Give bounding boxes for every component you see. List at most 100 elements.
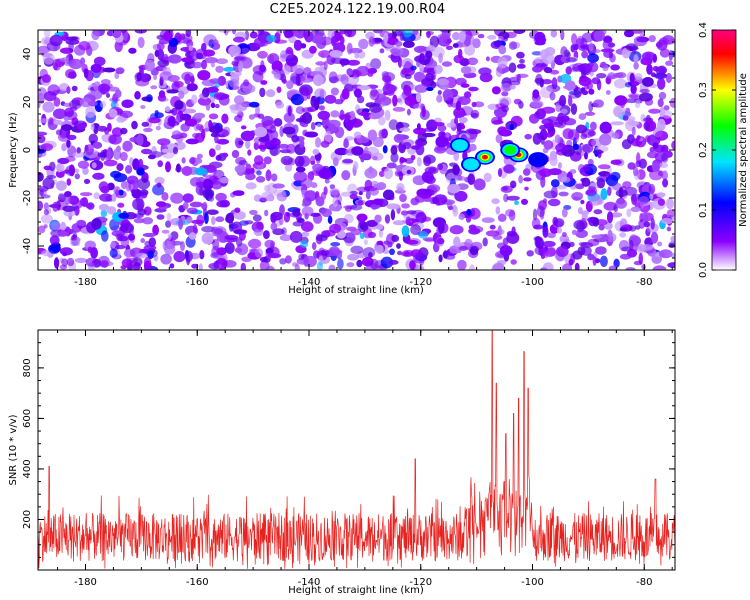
heatmap-cell	[634, 99, 641, 109]
heatmap-cell	[406, 210, 417, 215]
heatmap-cell	[136, 252, 148, 259]
heatmap-cell	[85, 144, 94, 156]
heatmap-cell	[621, 139, 632, 150]
heatmap-cell	[613, 78, 627, 89]
heatmap-cell	[324, 178, 330, 184]
heatmap-cell	[202, 188, 215, 199]
heatmap-cell	[605, 90, 611, 95]
heatmap-cell	[503, 164, 515, 174]
heatmap-cell	[384, 110, 391, 121]
heatmap-cell	[334, 126, 345, 138]
heatmap-cell	[121, 99, 134, 108]
heatmap-cell	[615, 198, 627, 209]
heatmap-cell	[44, 37, 50, 42]
heatmap-cell	[447, 205, 454, 211]
heatmap-cell	[568, 95, 573, 107]
heatmap-cell	[328, 76, 340, 84]
heatmap-cell	[560, 176, 571, 183]
heatmap-cell	[495, 66, 503, 78]
heatmap-cell	[65, 68, 76, 79]
heatmap-cell	[406, 108, 411, 116]
heatmap-cell	[215, 192, 227, 202]
heatmap-cell	[645, 122, 650, 131]
heatmap-cell	[593, 99, 604, 108]
heatmap-cell	[425, 72, 434, 82]
heatmap-cell	[346, 59, 360, 66]
heatmap-cell	[626, 248, 638, 258]
heatmap-cell	[530, 100, 544, 108]
heatmap-cell	[580, 199, 585, 205]
heatmap-cell	[100, 149, 106, 162]
heatmap-cell	[324, 94, 337, 104]
heatmap-cell	[422, 237, 437, 242]
heatmap-cell	[358, 191, 363, 196]
heatmap-cell	[543, 247, 556, 258]
heatmap-cell	[292, 221, 304, 227]
heatmap-cell	[49, 235, 60, 246]
heatmap-cell	[543, 123, 550, 129]
heatmap-cell	[532, 65, 543, 73]
heatmap-cell	[316, 234, 328, 242]
heatmap-cell	[318, 50, 332, 58]
heatmap-cell	[154, 176, 165, 185]
heatmap-cell	[152, 224, 160, 236]
heatmap-cell	[346, 68, 353, 76]
heatmap-cell	[438, 254, 443, 263]
heatmap-cell	[61, 258, 69, 267]
heatmap-cell	[292, 64, 305, 74]
heatmap-cell	[606, 211, 614, 224]
heatmap-cell	[433, 64, 443, 74]
heatmap-cell	[370, 203, 381, 210]
heatmap-cell	[657, 241, 663, 247]
heatmap-cell	[437, 124, 447, 132]
heatmap-cell	[347, 253, 359, 261]
heatmap-cell	[605, 174, 619, 187]
heatmap-cell	[498, 45, 507, 55]
heatmap-cell	[156, 201, 167, 208]
heatmap-cell	[415, 212, 427, 224]
heatmap-cell	[633, 54, 639, 64]
heatmap-cell	[114, 89, 122, 98]
heatmap-cell	[76, 147, 81, 154]
heatmap-cell	[506, 232, 520, 245]
heatmap-cell	[210, 102, 216, 109]
heatmap-cell	[320, 140, 330, 148]
heatmap-cell	[649, 169, 663, 181]
heatmap-cell	[631, 193, 637, 206]
heatmap-cell	[569, 241, 575, 247]
heatmap-cell	[161, 148, 170, 153]
heatmap-cell	[252, 71, 264, 83]
heatmap-cell	[562, 232, 567, 237]
heatmap-cell	[581, 177, 591, 187]
heatmap-cell	[446, 122, 457, 128]
heatmap-cell	[508, 41, 517, 50]
heatmap-cell	[238, 160, 248, 166]
heatmap-cell	[253, 228, 264, 237]
heatmap-cell	[666, 209, 675, 217]
heatmap-cell	[645, 135, 651, 143]
heatmap-cell	[646, 63, 653, 75]
heatmap-cell	[114, 40, 123, 53]
heatmap-cell	[491, 86, 501, 95]
heatmap-cell	[265, 169, 272, 182]
heatmap-cell	[131, 188, 142, 199]
heatmap-cell	[368, 113, 381, 120]
heatmap-cell	[91, 162, 97, 169]
heatmap-cell	[228, 45, 241, 57]
heatmap-cell	[492, 262, 505, 270]
heatmap-cell	[152, 183, 165, 196]
heatmap-cell	[224, 235, 239, 240]
heatmap-cell	[91, 218, 102, 230]
heatmap-cell	[338, 114, 352, 120]
heatmap-cell	[66, 86, 71, 94]
heatmap-cell	[326, 248, 341, 257]
heatmap-cell	[500, 82, 512, 92]
heatmap-cell	[372, 198, 384, 206]
heatmap-cell	[636, 135, 641, 141]
heatmap-cell	[253, 37, 266, 48]
heatmap-cell	[141, 121, 150, 127]
heatmap-cell	[625, 43, 638, 51]
heatmap-cell	[575, 183, 585, 190]
heatmap-cell	[590, 121, 597, 131]
heatmap-cell	[83, 68, 89, 79]
